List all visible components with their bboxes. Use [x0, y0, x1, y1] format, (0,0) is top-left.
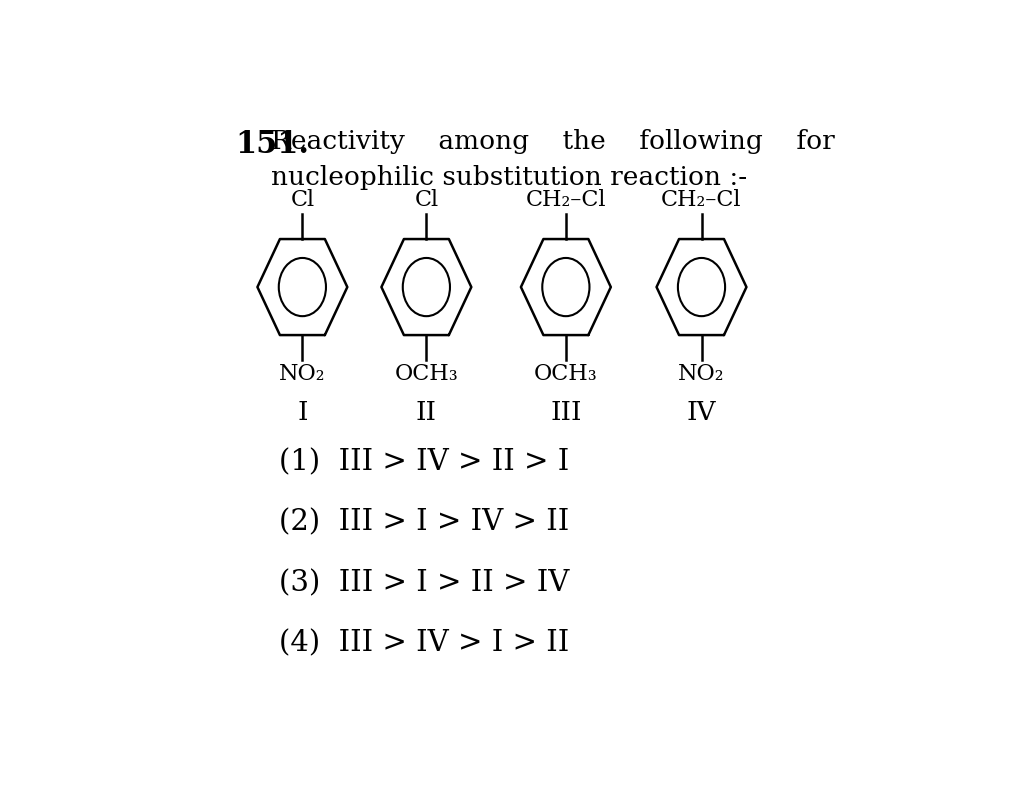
Text: (3)  III > I > II > IV: (3) III > I > II > IV	[280, 569, 569, 597]
Text: 151.: 151.	[234, 129, 309, 160]
Text: NO₂: NO₂	[280, 362, 326, 385]
Text: (4)  III > IV > I > II: (4) III > IV > I > II	[280, 629, 569, 657]
Text: Cl: Cl	[291, 189, 314, 211]
Text: (1)  III > IV > II > I: (1) III > IV > II > I	[280, 448, 569, 477]
Text: III: III	[550, 400, 582, 425]
Text: CH₂–Cl: CH₂–Cl	[662, 189, 741, 211]
Text: Reactivity    among    the    following    for: Reactivity among the following for	[271, 129, 836, 154]
Text: (2)  III > I > IV > II: (2) III > I > IV > II	[280, 509, 569, 537]
Text: I: I	[297, 400, 307, 425]
Text: NO₂: NO₂	[678, 362, 725, 385]
Text: nucleophilic substitution reaction :-: nucleophilic substitution reaction :-	[271, 165, 748, 191]
Text: CH₂–Cl: CH₂–Cl	[525, 189, 606, 211]
Text: OCH₃: OCH₃	[394, 362, 459, 385]
Text: Cl: Cl	[415, 189, 438, 211]
Text: IV: IV	[687, 400, 716, 425]
Text: II: II	[416, 400, 437, 425]
Text: OCH₃: OCH₃	[534, 362, 598, 385]
